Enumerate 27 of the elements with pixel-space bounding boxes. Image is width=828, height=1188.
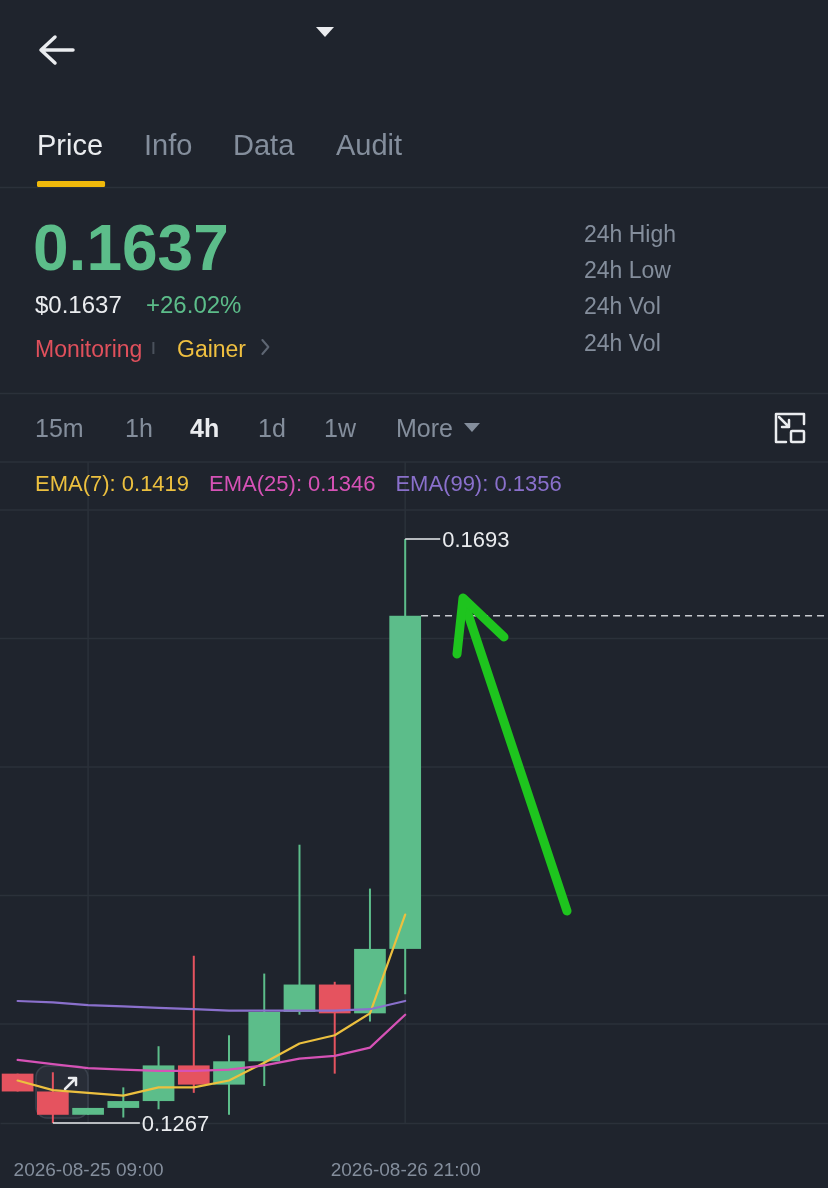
text: $0.1637 bbox=[35, 291, 122, 318]
text: 24h High bbox=[584, 221, 677, 247]
text: 1h bbox=[125, 414, 153, 442]
text: Audit bbox=[336, 129, 403, 161]
text: 24h Vol bbox=[584, 293, 661, 319]
text: 1w bbox=[324, 414, 357, 442]
text: 15m bbox=[35, 414, 84, 442]
text: 24h Low bbox=[584, 257, 672, 283]
text: EMA(25): 0.1346 bbox=[209, 471, 376, 496]
x-tick-label: 2026-08-25 09:00 bbox=[13, 1159, 164, 1181]
annotation: 0.1267 bbox=[141, 1110, 210, 1136]
text: Info bbox=[144, 129, 193, 161]
text: More bbox=[396, 414, 453, 442]
text: 4h bbox=[190, 414, 220, 442]
text: 0.1637 bbox=[33, 212, 229, 284]
text: Gainer bbox=[177, 336, 247, 362]
text: 1d bbox=[258, 414, 286, 442]
text: 24h Vol bbox=[584, 330, 661, 356]
text: Data bbox=[233, 129, 296, 161]
text: EMA(99): 0.1356 bbox=[395, 471, 562, 496]
text: Price bbox=[37, 129, 104, 161]
text: Monitoring bbox=[35, 336, 143, 362]
annotation: 0.1693 bbox=[442, 526, 510, 552]
x-tick-label: 2026-08-26 21:00 bbox=[330, 1159, 481, 1181]
candlestick bbox=[107, 1086, 140, 1119]
text: +26.02% bbox=[146, 291, 242, 318]
text: EMA(7): 0.1419 bbox=[35, 471, 190, 496]
